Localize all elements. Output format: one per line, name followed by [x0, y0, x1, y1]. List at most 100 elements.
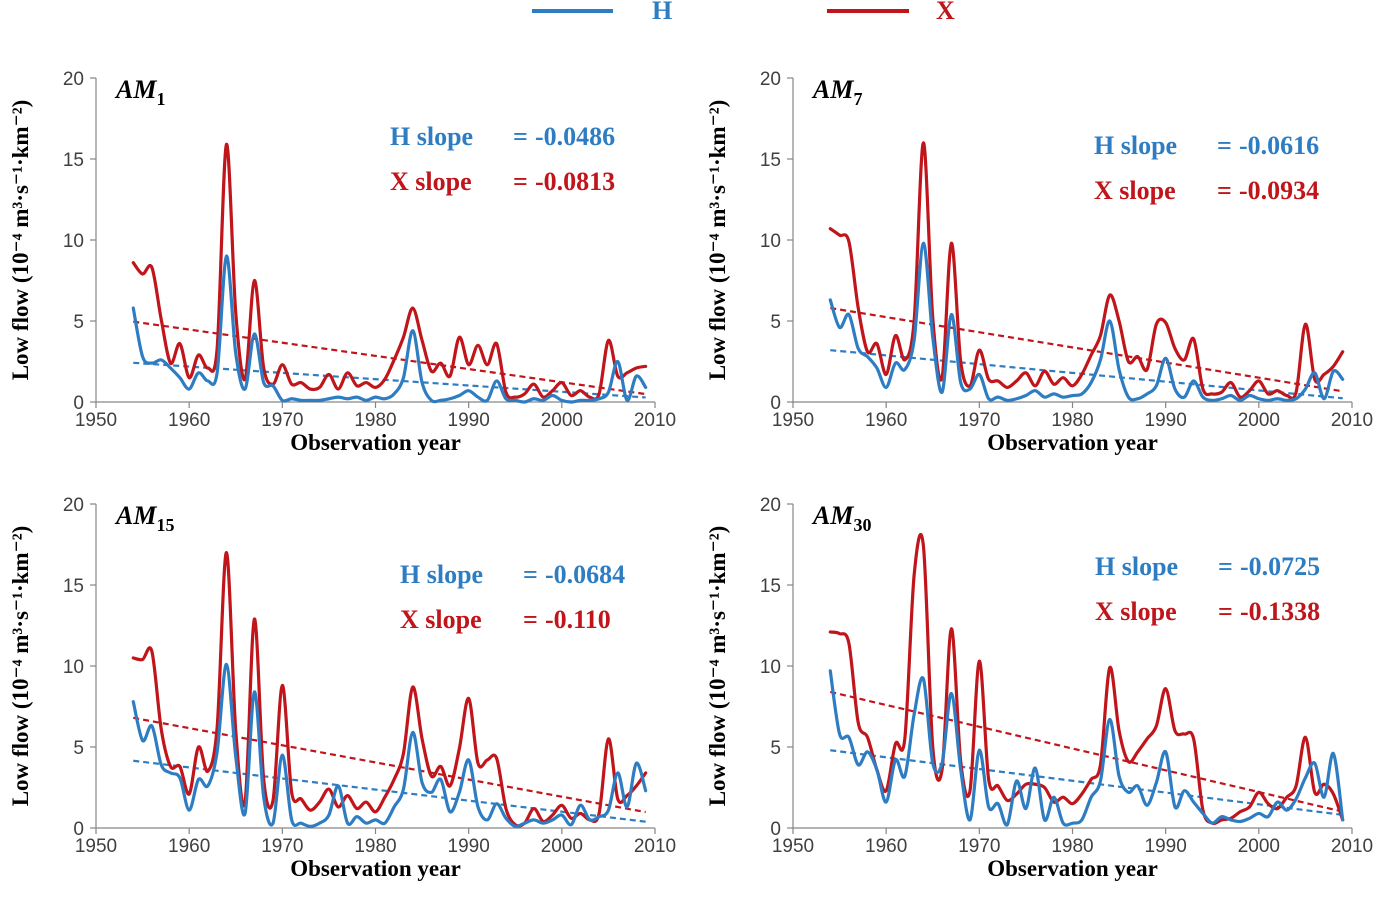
y-tick-label: 10: [760, 657, 781, 678]
x-tick-label: 1990: [448, 410, 490, 431]
y-tick-label: 0: [770, 819, 781, 840]
y-tick-label: 10: [63, 231, 84, 252]
x-tick-label: 2010: [1331, 836, 1373, 857]
slope-value-x: -0.1338: [1240, 597, 1320, 626]
trend-line-h: [133, 759, 646, 823]
y-tick-label: 5: [73, 738, 84, 759]
slope-equals-x: =: [523, 605, 538, 634]
x-axis-label: Observation year: [290, 430, 461, 455]
x-tick-label: 1950: [75, 410, 117, 431]
slope-value-h: -0.0684: [545, 560, 625, 589]
series-line-x: [828, 532, 1345, 826]
x-tick-label: 1970: [958, 836, 1000, 857]
y-axis-label: Low flow (10⁻⁴ m³·s⁻¹·km⁻²): [705, 100, 730, 381]
y-tick-label: 0: [73, 393, 84, 414]
chart-svg: 0 5 10 15 20 1950 1960 1970 1980 1990 2000 2010 Obse…: [8, 69, 676, 455]
chart-svg: 0 5 10 15 20 1950 1960 1970 1980 1990 2000 2010 Obse…: [705, 69, 1373, 455]
x-tick-label: 1970: [261, 836, 303, 857]
y-tick-label: 20: [63, 495, 84, 516]
panel-title-subscript: 7: [853, 89, 862, 109]
x-tick-label: 1980: [1051, 836, 1093, 857]
slope-value-x: -0.110: [545, 605, 611, 634]
slope-equals-h: =: [1217, 131, 1232, 160]
y-tick-label: 15: [760, 150, 781, 171]
x-tick-label: 1990: [1145, 836, 1187, 857]
y-tick-label: 10: [63, 657, 84, 678]
series-line-h: [131, 254, 648, 404]
trend-line-x: [830, 690, 1343, 813]
chart-panel-am15: 0 5 10 15 20 1950 1960 1970 1980 1990 2000 2010 Obse…: [0, 456, 696, 911]
y-tick-label: 20: [63, 69, 84, 90]
x-tick-label: 1950: [772, 836, 814, 857]
panel-title: AM15: [114, 501, 174, 535]
chart-svg: 0 5 10 15 20 1950 1960 1970 1980 1990 2000 2010 Obse…: [8, 495, 676, 881]
x-axis-label: Observation year: [987, 430, 1158, 455]
x-axis-label: Observation year: [290, 856, 461, 881]
slope-value-h: -0.0616: [1239, 131, 1319, 160]
x-tick-label: 2010: [1331, 410, 1373, 431]
panel-title: AM1: [114, 75, 165, 109]
y-tick-label: 20: [760, 495, 781, 516]
slope-label-x: X slope: [390, 167, 472, 196]
trend-line-x: [133, 716, 646, 814]
x-tick-label: 1960: [168, 836, 210, 857]
y-axis-label: Low flow (10⁻⁴ m³·s⁻¹·km⁻²): [705, 526, 730, 807]
trend-line-x: [830, 306, 1343, 393]
series-line-h: [131, 662, 648, 829]
chart-svg: 0 5 10 15 20 1950 1960 1970 1980 1990 2000 2010 Obse…: [705, 495, 1373, 881]
y-axis-label: Low flow (10⁻⁴ m³·s⁻¹·km⁻²): [8, 100, 33, 381]
chart-panel-am7: 0 5 10 15 20 1950 1960 1970 1980 1990 2000 2010 Obse…: [697, 30, 1393, 485]
slope-label-x: X slope: [1094, 176, 1176, 205]
y-axis-label: Low flow (10⁻⁴ m³·s⁻¹·km⁻²): [8, 526, 33, 807]
slope-value-h: -0.0486: [535, 122, 615, 151]
trend-line-h: [830, 749, 1343, 816]
series-line-h: [828, 241, 1345, 403]
slope-label-h: H slope: [1094, 131, 1177, 160]
y-tick-label: 15: [760, 576, 781, 597]
series-line-x: [131, 550, 648, 828]
slope-equals-h: =: [523, 560, 538, 589]
x-tick-label: 1970: [261, 410, 303, 431]
slope-equals-h: =: [1218, 552, 1233, 581]
slope-equals-x: =: [1217, 176, 1232, 205]
x-tick-label: 2010: [634, 410, 676, 431]
x-tick-label: 1990: [448, 836, 490, 857]
x-tick-label: 2000: [541, 836, 583, 857]
y-tick-label: 0: [770, 393, 781, 414]
panel-title: AM30: [811, 501, 871, 535]
series-line-x: [131, 142, 648, 401]
x-tick-label: 2000: [1238, 410, 1280, 431]
x-tick-label: 1950: [75, 836, 117, 857]
slope-label-x: X slope: [1095, 597, 1177, 626]
y-tick-label: 5: [770, 738, 781, 759]
panel-title-subscript: 1: [156, 89, 165, 109]
x-tick-label: 1980: [354, 836, 396, 857]
y-tick-label: 20: [760, 69, 781, 90]
x-tick-label: 1970: [958, 410, 1000, 431]
chart-panel-am1: 0 5 10 15 20 1950 1960 1970 1980 1990 2000 2010 Obse…: [0, 30, 696, 485]
x-tick-label: 1980: [1051, 410, 1093, 431]
x-tick-label: 2010: [634, 836, 676, 857]
slope-label-h: H slope: [390, 122, 473, 151]
y-tick-label: 10: [760, 231, 781, 252]
x-tick-label: 1950: [772, 410, 814, 431]
slope-value-x: -0.0934: [1239, 176, 1319, 205]
y-tick-label: 15: [63, 150, 84, 171]
panel-title-subscript: 30: [853, 515, 871, 535]
slope-value-x: -0.0813: [535, 167, 615, 196]
slope-value-h: -0.0725: [1240, 552, 1320, 581]
y-tick-label: 5: [73, 312, 84, 333]
x-tick-label: 1990: [1145, 410, 1187, 431]
x-tick-label: 1960: [865, 836, 907, 857]
x-tick-label: 2000: [1238, 836, 1280, 857]
legend-label-h: H: [652, 0, 672, 25]
panel-title-subscript: 15: [156, 515, 174, 535]
x-tick-label: 2000: [541, 410, 583, 431]
legend-label-x: X: [936, 0, 955, 25]
chart-legend: H X: [532, 0, 955, 25]
x-tick-label: 1960: [865, 410, 907, 431]
slope-equals-x: =: [1218, 597, 1233, 626]
chart-panel-am30: 0 5 10 15 20 1950 1960 1970 1980 1990 2000 2010 Obse…: [697, 456, 1393, 911]
series-line-h: [828, 669, 1345, 827]
slope-equals-x: =: [513, 167, 528, 196]
